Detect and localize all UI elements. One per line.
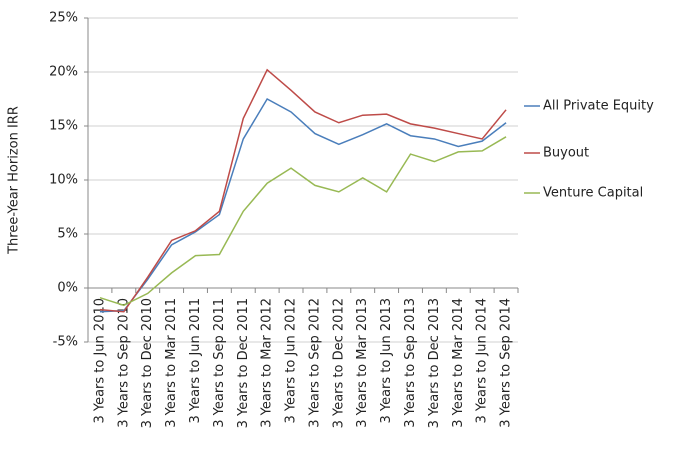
x-tick-label: 3 Years to Dec 2012 xyxy=(331,298,346,428)
x-tick-label: 3 Years to Sep 2014 xyxy=(499,298,514,428)
x-tick-label: 3 Years to Jun 2012 xyxy=(284,298,299,424)
y-tick-label: -5% xyxy=(53,335,78,350)
y-tick-label: 20% xyxy=(49,65,78,80)
y-tick-label: 0% xyxy=(57,281,78,296)
x-tick-label: 3 Years to Sep 2013 xyxy=(403,298,418,428)
y-tick-label: 5% xyxy=(57,227,78,242)
x-tick-label: 3 Years to Jun 2013 xyxy=(379,298,394,424)
x-tick-label: 3 Years to Jun 2014 xyxy=(475,298,490,424)
y-tick-label: 10% xyxy=(49,173,78,188)
y-axis-title: Three-Year Horizon IRR xyxy=(7,106,22,255)
x-tick-label: 3 Years to Sep 2011 xyxy=(212,298,227,428)
legend-label: All Private Equity xyxy=(543,99,654,114)
series-line xyxy=(99,136,507,307)
x-tick-label: 3 Years to Dec 2010 xyxy=(140,298,155,428)
x-tick-label: 3 Years to Mar 2012 xyxy=(260,298,275,428)
x-tick-label: 3 Years to Mar 2013 xyxy=(355,298,370,428)
x-tick-label: 3 Years to Mar 2011 xyxy=(164,298,179,428)
x-tick-label: 3 Years to Sep 2012 xyxy=(307,298,322,428)
x-tick-label: 3 Years to Mar 2014 xyxy=(451,298,466,428)
x-tick-label: 3 Years to Jun 2011 xyxy=(188,298,203,424)
legend-label: Buyout xyxy=(543,146,589,161)
series-line xyxy=(99,68,507,313)
x-tick-label: 3 Years to Dec 2011 xyxy=(236,298,251,428)
series-line xyxy=(99,97,507,313)
y-tick-label: 25% xyxy=(49,11,78,26)
y-tick-label: 15% xyxy=(49,119,78,134)
x-tick-label: 3 Years to Jun 2010 xyxy=(92,298,107,424)
x-tick-label: 3 Years to Dec 2013 xyxy=(427,298,442,428)
legend-label: Venture Capital xyxy=(543,186,643,201)
x-tick-label: 3 Years to Sep 2010 xyxy=(116,298,131,428)
